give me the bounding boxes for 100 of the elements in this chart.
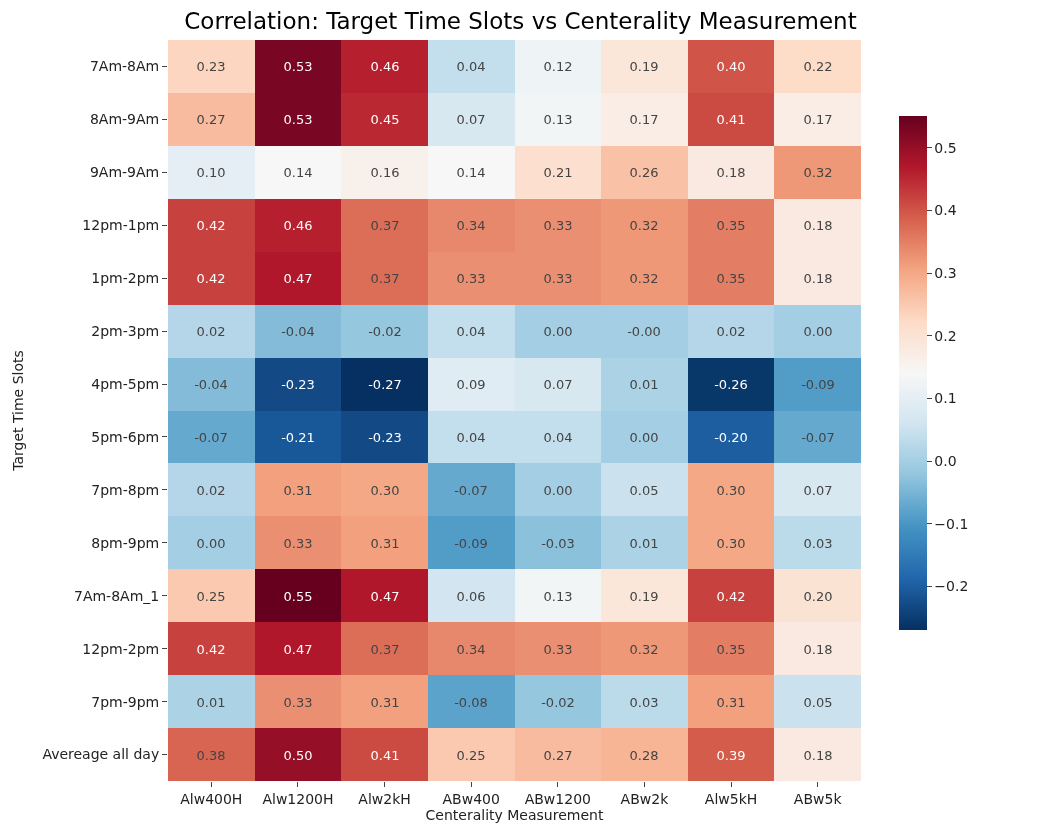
- data-label: 0.16: [370, 164, 400, 180]
- y-tick-label: 7Am-8Am_1: [74, 587, 160, 604]
- data-label: 0.37: [370, 641, 400, 657]
- x-tick-label: ABw5k: [793, 790, 843, 807]
- color-bar-label: 0.2: [934, 327, 957, 344]
- data-label: 0.33: [283, 694, 313, 710]
- data-label: -0.03: [541, 535, 575, 551]
- data-label: -0.04: [281, 323, 315, 339]
- data-label: 0.31: [716, 694, 746, 710]
- data-label: -0.27: [368, 376, 402, 392]
- data-label: 0.07: [803, 482, 833, 498]
- y-tick-label: 1pm-2pm: [91, 270, 160, 287]
- data-label: 0.02: [196, 323, 226, 339]
- data-label: 0.53: [283, 111, 313, 127]
- y-tick-label: 8pm-9pm: [91, 534, 160, 551]
- data-label: 0.47: [283, 641, 313, 657]
- x-tick-label: Alw5kH: [704, 790, 758, 807]
- data-label: 0.09: [456, 376, 486, 392]
- data-label: 0.07: [543, 376, 573, 392]
- data-label: 0.42: [196, 270, 226, 286]
- data-label: 0.01: [196, 694, 226, 710]
- color-bar-label: −0.2: [934, 578, 969, 595]
- data-label: 0.02: [196, 482, 226, 498]
- data-label: 0.31: [370, 535, 400, 551]
- data-label: 0.13: [543, 588, 573, 604]
- y-tick-label: 7Am-8Am: [89, 58, 160, 75]
- data-label: 0.19: [629, 588, 659, 604]
- data-label: 0.38: [196, 747, 226, 763]
- data-label: 0.06: [456, 588, 486, 604]
- data-label: 0.53: [283, 58, 313, 74]
- y-tick-label: 12pm-2pm: [82, 640, 160, 657]
- x-tick-label: ABw400: [442, 790, 500, 807]
- chart-title: Correlation: Target Time Slots vs Centerality Measurement: [184, 7, 857, 34]
- data-label: -0.23: [368, 429, 402, 445]
- data-label: 0.46: [283, 217, 313, 233]
- data-label: 0.23: [196, 58, 226, 74]
- data-label: 0.17: [803, 111, 833, 127]
- data-label: 0.32: [803, 164, 833, 180]
- data-label: 0.05: [629, 482, 659, 498]
- data-label: 0.19: [629, 58, 659, 74]
- y-tick-label: 12pm-1pm: [82, 217, 160, 234]
- color-bar-label: 0.3: [934, 265, 957, 282]
- data-label: 0.30: [370, 482, 400, 498]
- data-label: 0.27: [543, 747, 573, 763]
- data-label: -0.08: [454, 694, 488, 710]
- data-label: 0.14: [456, 164, 486, 180]
- data-label: 0.35: [716, 641, 746, 657]
- data-label: 0.00: [803, 323, 833, 339]
- data-label: 0.00: [629, 429, 659, 445]
- data-label: 0.41: [716, 111, 746, 127]
- data-label: 0.01: [629, 376, 659, 392]
- color-bar-label: 0.4: [934, 202, 957, 219]
- data-label: 0.22: [803, 58, 833, 74]
- data-label: 0.14: [283, 164, 313, 180]
- data-label: 0.46: [370, 58, 400, 74]
- data-label: 0.25: [456, 747, 486, 763]
- data-label: 0.18: [716, 164, 746, 180]
- data-label: 0.55: [283, 588, 313, 604]
- data-label: 0.34: [456, 641, 486, 657]
- data-label: -0.20: [714, 429, 748, 445]
- data-label: 0.04: [456, 323, 486, 339]
- data-label: 0.13: [543, 111, 573, 127]
- data-label: 0.05: [803, 694, 833, 710]
- data-label: 0.25: [196, 588, 226, 604]
- data-label: 0.00: [543, 323, 573, 339]
- data-label: 0.32: [629, 641, 659, 657]
- data-label: -0.02: [541, 694, 575, 710]
- data-label: -0.02: [368, 323, 402, 339]
- data-label: 0.17: [629, 111, 659, 127]
- data-label: 0.18: [803, 270, 833, 286]
- y-tick-label: 9Am-9Am: [89, 164, 160, 181]
- y-tick-label: Avereage all day: [42, 746, 160, 763]
- data-label: 0.20: [803, 588, 833, 604]
- text: 0.0: [934, 453, 957, 470]
- x-tick-label: Alw400H: [180, 790, 243, 807]
- data-label: -0.07: [194, 429, 228, 445]
- data-label: -0.21: [281, 429, 315, 445]
- data-label: 0.42: [716, 588, 746, 604]
- y-tick-label: 2pm-3pm: [91, 323, 160, 340]
- data-label: 0.03: [629, 694, 659, 710]
- color-bar-label: 0.1: [934, 390, 957, 407]
- data-label: 0.00: [196, 535, 226, 551]
- data-label: 0.37: [370, 270, 400, 286]
- data-label: 0.28: [629, 747, 659, 763]
- data-label: -0.09: [801, 376, 835, 392]
- data-label: -0.23: [281, 376, 315, 392]
- data-label: 0.27: [196, 111, 226, 127]
- data-label: 0.32: [629, 270, 659, 286]
- color-bar-label: 0.5: [934, 139, 957, 156]
- data-label: -0.00: [627, 323, 661, 339]
- data-label: 0.40: [716, 58, 746, 74]
- data-label: 0.31: [370, 694, 400, 710]
- data-label: -0.26: [714, 376, 748, 392]
- data-label: 0.33: [456, 270, 486, 286]
- data-label: 0.26: [629, 164, 659, 180]
- data-label: 0.35: [716, 270, 746, 286]
- data-label: 0.04: [456, 429, 486, 445]
- data-label: 0.33: [283, 535, 313, 551]
- data-label: 0.10: [196, 164, 226, 180]
- data-label: 0.01: [629, 535, 659, 551]
